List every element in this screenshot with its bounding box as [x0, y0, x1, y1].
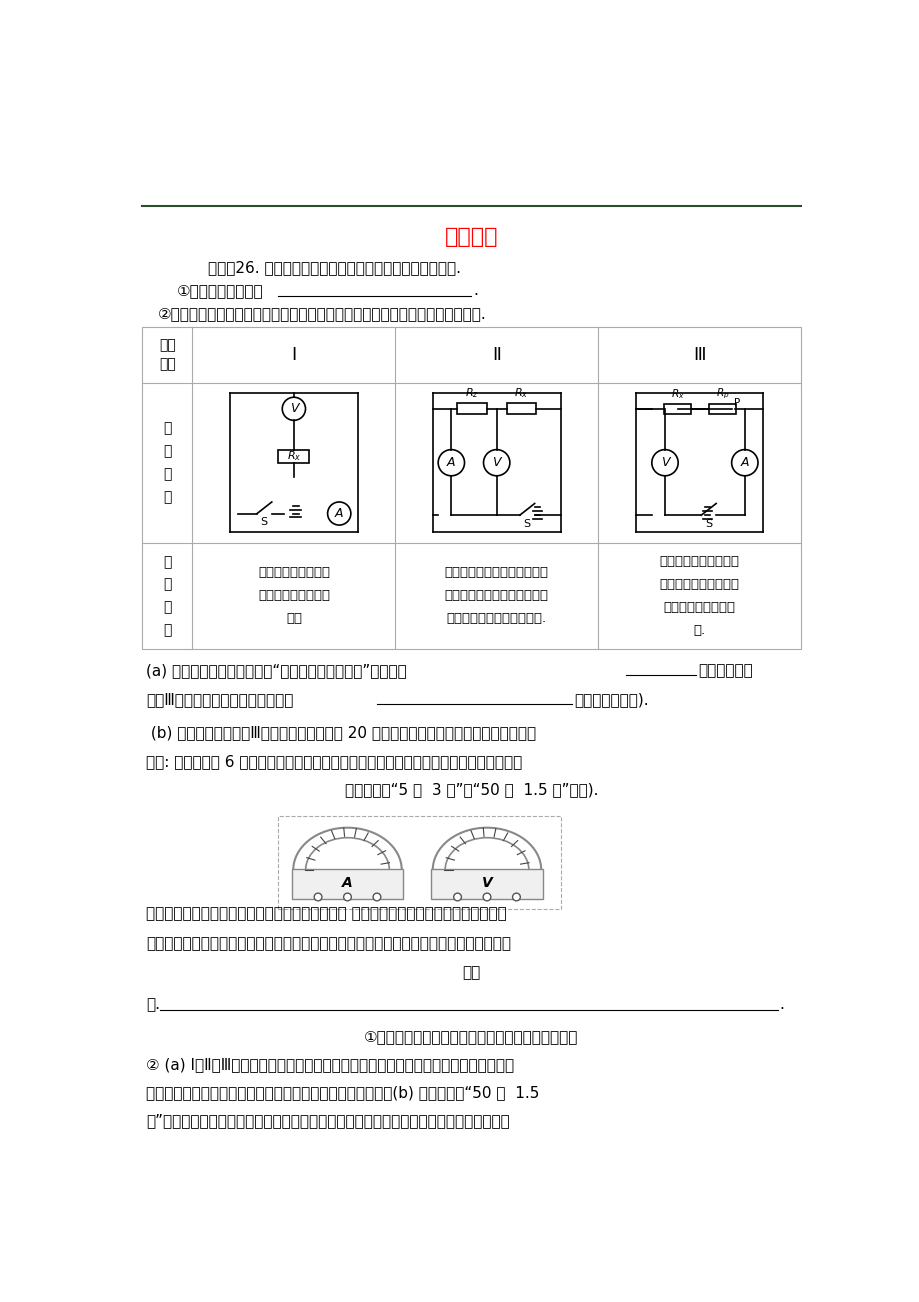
Bar	[291, 870, 403, 898]
Text: S: S	[523, 518, 530, 529]
Text: 及通过的电流，可以在一段范围内连续变化，记录数据简便；(b) 应选择标有“50 欧  1.5: 及通过的电流，可以在一段范围内连续变化，记录数据简便；(b) 应选择标有“50 …	[146, 1085, 539, 1100]
Text: .: .	[472, 284, 477, 298]
Text: S: S	[704, 518, 711, 529]
Text: (a) 上述三个方案中，能实现“多次实验，减小误差”的方案有: (a) 上述三个方案中，能实现“多次实验，减小误差”的方案有	[146, 663, 406, 678]
Circle shape	[482, 893, 491, 901]
Text: 安”的滑动变际器；理由：可使待测电际两端的电压及通过的电流的变化范围更大，方便读: 安”的滑动变际器；理由：可使待测电际两端的电压及通过的电流的变化范围更大，方便读	[146, 1113, 509, 1128]
Text: V: V	[660, 456, 668, 469]
Text: （分别标有“5 欧  3 安”和“50 欧  1.5 安”字样).: （分别标有“5 欧 3 安”和“50 欧 1.5 安”字样).	[345, 781, 597, 797]
Text: 明理: 明理	[462, 965, 480, 980]
Circle shape	[373, 893, 380, 901]
Text: (b) 小明同学根据方案Ⅲ，准备测量际値约为 20 欧的电际，实验所提供的器材齐全完好，: (b) 小明同学根据方案Ⅲ，准备测量际値约为 20 欧的电际，实验所提供的器材齐…	[146, 725, 536, 740]
Text: Ⅱ: Ⅱ	[492, 346, 501, 363]
Text: A: A	[335, 506, 343, 519]
Text: P: P	[732, 397, 739, 408]
Bar	[278, 816, 560, 909]
Text: Ⅰ: Ⅰ	[291, 346, 296, 363]
Text: S: S	[260, 517, 267, 527]
Circle shape	[313, 893, 322, 901]
Text: A: A	[447, 456, 455, 469]
Text: 电学实验: 电学实验	[444, 227, 498, 247]
Text: 由.: 由.	[146, 997, 160, 1012]
Text: $R_z$: $R_z$	[464, 385, 478, 400]
Text: 设
计
要
点: 设 计 要 点	[163, 555, 171, 637]
Circle shape	[512, 893, 520, 901]
Bar	[709, 404, 735, 414]
Circle shape	[453, 893, 461, 901]
Text: 实
验
电
路: 实 验 电 路	[163, 422, 171, 504]
Bar	[457, 404, 486, 414]
Bar	[506, 404, 536, 414]
Text: V: V	[289, 402, 298, 415]
Text: $R_x$: $R_x$	[514, 385, 528, 400]
Text: $R_p$: $R_p$	[715, 387, 729, 401]
Text: 方案Ⅲ与另两个方案相比，优点有：: 方案Ⅲ与另两个方案相比，优点有：	[146, 693, 293, 707]
Text: 小明对所提供两种规格的滑动变际器，提出了问题 实验中，两种变际器是可以随意用一个: 小明对所提供两种规格的滑动变际器，提出了问题 实验中，两种变际器是可以随意用一个	[146, 906, 506, 922]
Text: ①该实验的目的是要学会用电流表、电压表测电际；: ①该实验的目的是要学会用电流表、电压表测电际；	[364, 1030, 578, 1044]
Bar	[278, 450, 309, 462]
Bar	[431, 870, 542, 898]
Text: Ⅲ: Ⅲ	[693, 346, 705, 363]
Text: 方案
序号: 方案 序号	[159, 339, 176, 371]
Text: ①该实验的目的是：: ①该实验的目的是：	[176, 284, 264, 298]
Text: 电源电压保持不变，待
测电际与滑动变际器串
联，移动变际器的滑
片.: 电源电压保持不变，待 测电际与滑动变际器串 联，移动变际器的滑 片.	[659, 555, 739, 637]
Text: V: V	[482, 876, 492, 891]
Text: 电源电压保持不变，待测电际
与已知际値的定値电际串联，
并换用际値不同的定値电际.: 电源电压保持不变，待测电际 与已知际値的定値电际串联， 并换用际値不同的定値电际…	[444, 566, 548, 625]
Circle shape	[344, 893, 351, 901]
Text: （写出两点即可).: （写出两点即可).	[573, 693, 648, 707]
Text: ②为进行多次实验，三位同学各自设计了三个不同的实验方案，简述如下表所示.: ②为进行多次实验，三位同学各自设计了三个不同的实验方案，简述如下表所示.	[157, 306, 486, 322]
Text: $R_x$: $R_x$	[287, 449, 301, 464]
Text: 通过改变串联电池的
节数改变电源两端的
电压: 通过改变串联电池的 节数改变电源两端的 电压	[257, 566, 330, 625]
Text: 变际器，还是其中一个更适合实验？请你根据实验的相关条件，帮助小明解决问题并简要说: 变际器，还是其中一个更适合实验？请你根据实验的相关条件，帮助小明解决问题并简要说	[146, 936, 510, 950]
Text: .: .	[778, 997, 783, 1012]
Text: （填序号）；: （填序号）；	[697, 663, 752, 678]
Text: 静安：26. 某小组同学做「用电流表、电压表测电际」实验.: 静安：26. 某小组同学做「用电流表、电压表测电际」实验.	[208, 260, 460, 276]
Text: $R_x$: $R_x$	[670, 387, 684, 401]
Text: A: A	[740, 456, 748, 469]
Bar	[664, 404, 690, 414]
Text: A: A	[342, 876, 353, 891]
Bar	[142, 327, 800, 648]
Text: ② (a) Ⅰ、Ⅱ、Ⅲ；多次实验时，电路不需要重新连接，操作简便；待测电际两端的电压: ② (a) Ⅰ、Ⅱ、Ⅲ；多次实验时，电路不需要重新连接，操作简便；待测电际两端的…	[146, 1057, 514, 1073]
Text: V: V	[492, 456, 500, 469]
Text: 其中: 电源电压为 6 伏且保持不变，电流表、电压表规格如图所示，滑动变际器有两种规格: 其中: 电源电压为 6 伏且保持不变，电流表、电压表规格如图所示，滑动变际器有两…	[146, 754, 522, 769]
